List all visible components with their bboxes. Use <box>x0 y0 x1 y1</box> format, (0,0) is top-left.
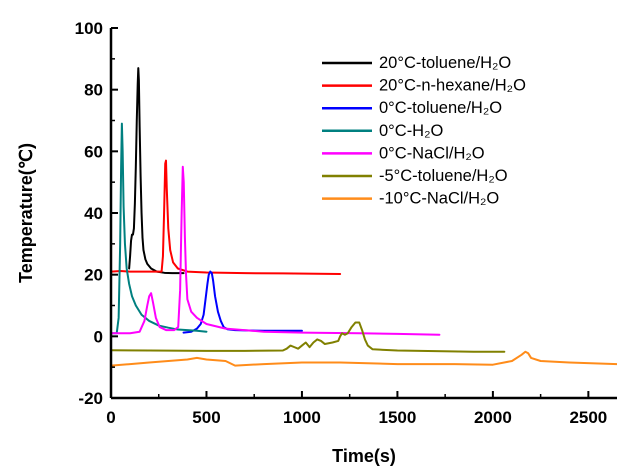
y-tick-label: 0 <box>94 327 103 346</box>
y-axis-title: Temperature(℃) <box>16 143 36 283</box>
x-tick-label: 0 <box>106 408 115 427</box>
y-tick-label: 100 <box>75 19 103 38</box>
legend-label: 0°C-NaCl/H₂O <box>379 144 485 162</box>
legend-label: 20°C-toluene/H₂O <box>379 54 511 72</box>
y-tick-label: 80 <box>84 81 103 100</box>
chart-legend: 20°C-toluene/H₂O 20°C-n-hexane/H₂O 0°C-tol… <box>322 54 526 208</box>
y-tick-label: 40 <box>84 204 103 223</box>
x-tick-label: 1500 <box>379 408 417 427</box>
x-tick-label: 2000 <box>474 408 512 427</box>
legend-label: -10°C-NaCl/H₂O <box>379 190 499 208</box>
x-tick-label: 2500 <box>569 408 607 427</box>
y-tick-label: 60 <box>84 142 103 161</box>
legend-label: -5°C-toluene/H₂O <box>379 167 508 185</box>
legend-label: 20°C-n-hexane/H₂O <box>379 77 526 95</box>
series-line-5 <box>111 165 441 336</box>
series-layer <box>111 67 617 367</box>
x-axis-title: Time(s) <box>332 446 396 466</box>
y-tick-label: -20 <box>78 389 103 408</box>
series-line-7 <box>111 350 617 367</box>
legend-label: 0°C-toluene/H₂O <box>379 99 502 117</box>
series-line-2 <box>111 159 342 276</box>
y-tick-label: 20 <box>84 266 103 285</box>
x-tick-label: 1000 <box>283 408 321 427</box>
series-line-6 <box>111 321 506 353</box>
series-line-4 <box>111 122 208 335</box>
series-line-1 <box>128 67 185 275</box>
legend-label: 0°C-H₂O <box>379 122 444 140</box>
series-line-3 <box>182 270 303 334</box>
x-tick-label: 500 <box>192 408 220 427</box>
